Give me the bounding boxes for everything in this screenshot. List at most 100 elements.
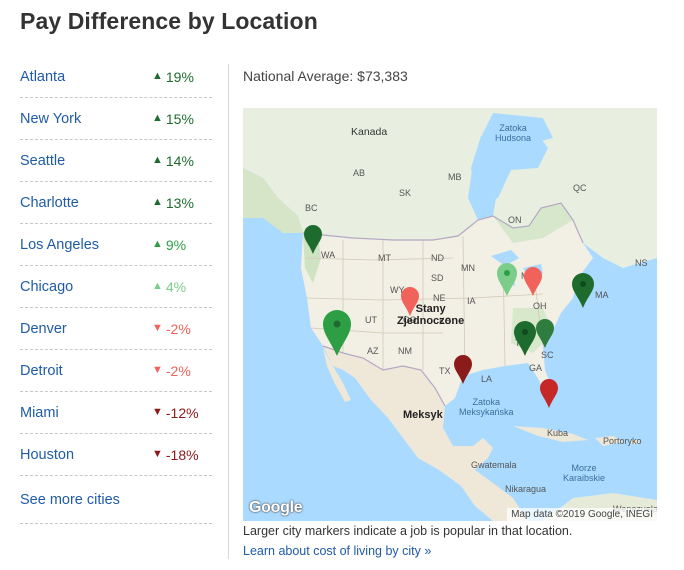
pay-difference-value: -2% xyxy=(165,362,191,379)
marker-detroit[interactable] xyxy=(524,267,542,296)
pay-difference: ▲ 9% xyxy=(152,237,212,253)
map-label-ne: NE xyxy=(433,293,446,303)
city-row-charlotte: Charlotte ▲ 13% xyxy=(20,182,212,224)
city-list: Atlanta ▲ 19% New York ▲ 15% Seattle ▲ 14% … xyxy=(20,56,212,524)
marker-seattle[interactable] xyxy=(304,225,322,254)
map-label-sd: SD xyxy=(431,273,444,283)
map-label-wy: WY xyxy=(390,285,405,295)
city-link[interactable]: Denver xyxy=(20,320,67,337)
marker-charlotte[interactable] xyxy=(536,319,554,348)
pay-difference: ▼ -2% xyxy=(152,321,212,337)
city-row-houston: Houston ▼ -18% xyxy=(20,434,212,476)
map-label-qc: QC xyxy=(573,183,587,193)
city-link[interactable]: New York xyxy=(20,110,82,127)
map-label-ma: MA xyxy=(595,290,609,300)
marker-chicago[interactable] xyxy=(497,263,517,296)
map-label-kanada: Kanada xyxy=(351,126,388,138)
map-attribution: Map data ©2019 Google, INEGI xyxy=(507,508,657,521)
map-label-kuba: Kuba xyxy=(547,428,569,438)
city-row-seattle: Seattle ▲ 14% xyxy=(20,140,212,182)
cost-of-living-link[interactable]: Learn about cost of living by city » xyxy=(243,544,432,558)
pay-difference-value: -12% xyxy=(165,404,199,421)
pay-difference-value: 9% xyxy=(165,236,187,253)
city-row-los-angeles: Los Angeles ▲ 9% xyxy=(20,224,212,266)
city-markers xyxy=(304,225,594,408)
page-title: Pay Difference by Location xyxy=(20,8,318,34)
map-label-gwatemala: Gwatemala xyxy=(471,460,517,470)
map-label-la: LA xyxy=(481,374,493,384)
map-background xyxy=(243,108,657,521)
map-label-wa: WA xyxy=(321,250,336,260)
city-row-detroit: Detroit ▼ -2% xyxy=(20,350,212,392)
arrow-up-icon: ▲ xyxy=(152,196,163,208)
city-link[interactable]: Los Angeles xyxy=(20,236,100,253)
map-label-ut: UT xyxy=(365,315,377,325)
map-label-ab: AB xyxy=(353,168,366,178)
city-link[interactable]: Miami xyxy=(20,404,59,421)
marker-new-york[interactable] xyxy=(572,273,594,308)
pay-difference: ▲ 13% xyxy=(152,195,212,211)
map-label-tx: TX xyxy=(439,366,451,376)
see-more-cities-link[interactable]: See more cities xyxy=(20,491,120,508)
map-label-ns: NS xyxy=(635,258,648,268)
column-divider xyxy=(228,64,229,559)
marker-atlanta[interactable] xyxy=(514,321,536,356)
map-label-oh: OH xyxy=(533,301,547,311)
map-label-mt: MT xyxy=(378,253,391,263)
map-label-mn: MN xyxy=(461,263,475,273)
map-label-meksyk: Meksyk xyxy=(403,409,443,421)
map[interactable]: Kanada Zatoka Hudsona AB SK MB ON QC BC … xyxy=(243,108,657,521)
pay-difference: ▲ 14% xyxy=(152,153,212,169)
marker-los-angeles[interactable] xyxy=(323,310,351,356)
city-link[interactable]: Atlanta xyxy=(20,68,66,85)
pay-difference: ▼ -18% xyxy=(152,447,212,463)
map-label-ga: GA xyxy=(529,363,543,373)
pay-difference-value: 14% xyxy=(165,152,194,169)
city-link[interactable]: Chicago xyxy=(20,278,74,295)
pay-difference: ▼ -2% xyxy=(152,363,212,379)
map-label-sc: SC xyxy=(541,350,554,360)
pay-difference-value: 13% xyxy=(165,194,194,211)
arrow-down-icon: ▼ xyxy=(152,364,163,376)
map-caption: Larger city markers indicate a job is po… xyxy=(243,524,573,538)
map-label-bc: BC xyxy=(305,203,318,213)
arrow-up-icon: ▲ xyxy=(152,112,163,124)
pay-difference-value: 15% xyxy=(165,110,194,127)
city-row-chicago: Chicago ▲ 4% xyxy=(20,266,212,308)
map-label-sk: SK xyxy=(399,188,412,198)
map-label-ia: IA xyxy=(467,296,476,306)
arrow-down-icon: ▼ xyxy=(152,322,163,334)
map-label-co: CO xyxy=(403,315,417,325)
pay-difference: ▲ 4% xyxy=(152,279,212,295)
map-label-morze-karaibskie: Morze Karaibskie xyxy=(563,463,606,483)
city-row-denver: Denver ▼ -2% xyxy=(20,308,212,350)
map-label-az: AZ xyxy=(367,346,379,356)
pay-difference: ▼ -12% xyxy=(152,405,212,421)
map-label-on: ON xyxy=(508,215,522,225)
arrow-down-icon: ▼ xyxy=(152,406,163,418)
pay-difference-value: 4% xyxy=(165,278,187,295)
marker-miami[interactable] xyxy=(540,379,558,408)
city-link[interactable]: Charlotte xyxy=(20,194,79,211)
arrow-up-icon: ▲ xyxy=(152,238,163,250)
map-label-mb: MB xyxy=(448,172,462,182)
city-link[interactable]: Houston xyxy=(20,446,75,463)
city-link[interactable]: Detroit xyxy=(20,362,63,379)
arrow-up-icon: ▲ xyxy=(152,280,163,292)
map-label-ks: KS xyxy=(439,316,452,326)
city-row-miami: Miami ▼ -12% xyxy=(20,392,212,434)
marker-houston[interactable] xyxy=(454,355,472,384)
city-row-atlanta: Atlanta ▲ 19% xyxy=(20,56,212,98)
pay-difference: ▲ 15% xyxy=(152,111,212,127)
map-label-nm: NM xyxy=(398,346,412,356)
map-label-nikaragua: Nikaragua xyxy=(505,484,547,494)
arrow-down-icon: ▼ xyxy=(152,448,163,460)
city-link[interactable]: Seattle xyxy=(20,152,66,169)
marker-denver[interactable] xyxy=(401,287,419,316)
map-label-zatoka-hudsona: Zatoka Hudsona xyxy=(495,123,532,143)
map-label-nd: ND xyxy=(431,253,444,263)
pay-difference-value: 19% xyxy=(165,68,194,85)
national-average: National Average: $73,383 xyxy=(243,68,408,84)
map-label-portoryko: Portoryko xyxy=(603,436,642,446)
pay-difference-value: -18% xyxy=(165,446,199,463)
